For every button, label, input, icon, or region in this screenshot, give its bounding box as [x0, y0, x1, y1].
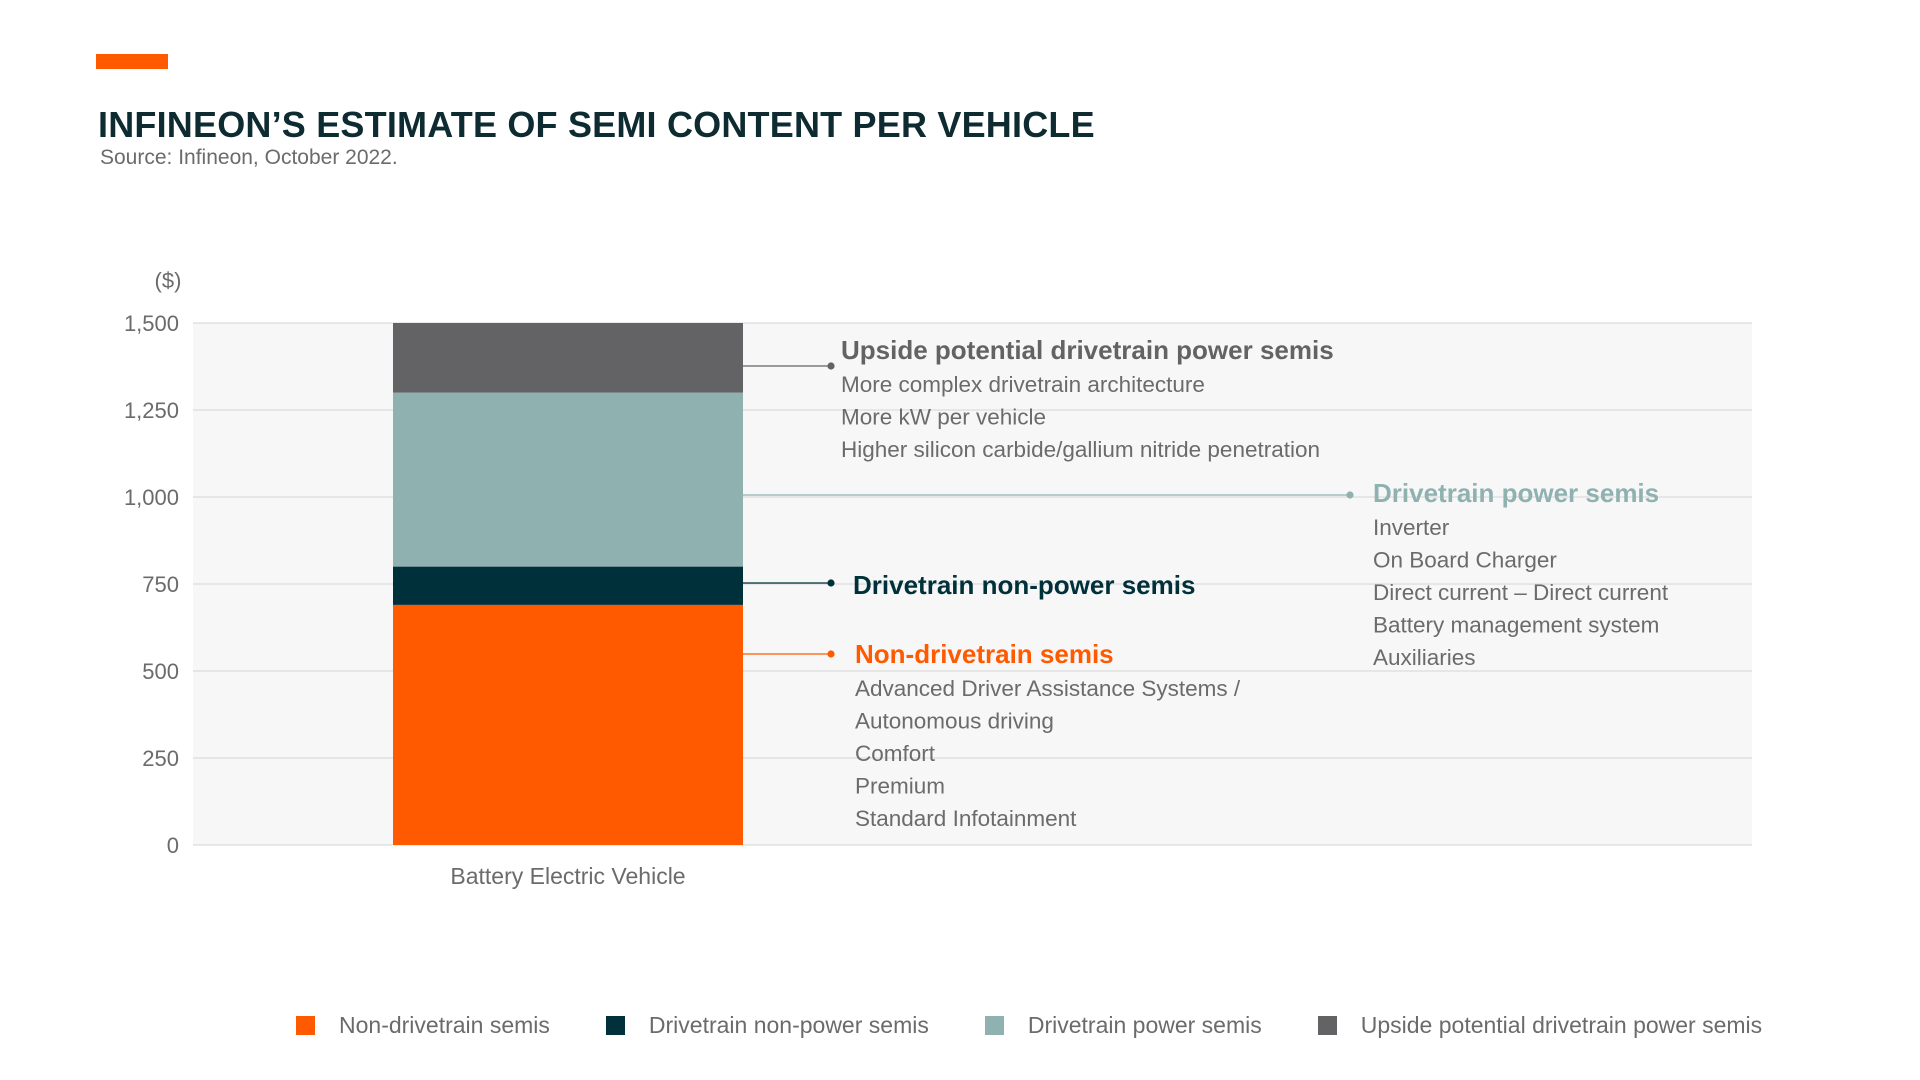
y-tick-label: 1,500 [124, 311, 179, 336]
annotation-line-non-drivetrain: Autonomous driving [855, 709, 1054, 734]
legend-label-non-drivetrain: Non-drivetrain semis [339, 1012, 550, 1038]
annotation-line-drivetrain-power: Direct current – Direct current [1373, 580, 1669, 605]
legend-label-upside-potential: Upside potential drivetrain power semis [1360, 1012, 1763, 1038]
stacked-bar-chart: 0 250 500 750 1,000 1,250 1,500 ($) Battery Elec… [124, 268, 1752, 889]
annotation-title-non-drivetrain: Non-drivetrain semis [855, 639, 1114, 669]
annotation-title-drivetrain-power: Drivetrain power semis [1373, 478, 1659, 508]
chart-source: Source: Infineon, October 2022. [100, 146, 398, 169]
bar-segment-non-drivetrain [393, 604, 743, 845]
leader-dot-drivetrain-power [1346, 491, 1354, 499]
annotation-line-drivetrain-power: Battery management system [1373, 613, 1659, 638]
legend-swatch-non-drivetrain [296, 1016, 315, 1035]
y-tick-label: 750 [142, 572, 179, 597]
y-tick-label: 500 [142, 659, 179, 684]
y-tick-label: 0 [167, 833, 179, 858]
annotation-line-upside-potential: More complex drivetrain architecture [841, 372, 1205, 397]
annotation-line-non-drivetrain: Advanced Driver Assistance Systems / [855, 676, 1241, 701]
annotation-line-non-drivetrain: Comfort [855, 741, 936, 766]
annotation-title-upside-potential: Upside potential drivetrain power semis [841, 335, 1334, 365]
y-axis-unit: ($) [155, 268, 182, 293]
x-category-label: Battery Electric Vehicle [450, 863, 685, 889]
leader-dot-drivetrain-non-power [827, 579, 835, 587]
y-tick-label: 250 [142, 746, 179, 771]
annotation-title-drivetrain-non-power: Drivetrain non-power semis [853, 570, 1195, 600]
annotation-line-drivetrain-power: Auxiliaries [1373, 645, 1476, 670]
annotation-line-non-drivetrain: Standard Infotainment [855, 806, 1077, 831]
accent-bar [96, 54, 168, 69]
legend-label-drivetrain-non-power: Drivetrain non-power semis [648, 1012, 929, 1038]
legend-item-non-drivetrain: Non-drivetrain semis [296, 1012, 550, 1039]
annotation-line-upside-potential: More kW per vehicle [841, 405, 1046, 430]
y-tick-label: 1,000 [124, 485, 179, 510]
leader-dot-upside-potential [827, 362, 835, 370]
chart-title: INFINEON’S ESTIMATE OF SEMI CONTENT PER … [98, 104, 1095, 145]
annotation-line-upside-potential: Higher silicon carbide/gallium nitride p… [841, 437, 1320, 462]
legend-label-drivetrain-power: Drivetrain power semis [1027, 1012, 1262, 1038]
annotation-line-non-drivetrain: Premium [855, 774, 945, 799]
bar-segment-upside-potential [393, 323, 743, 393]
annotation-line-drivetrain-power: Inverter [1373, 515, 1450, 540]
annotation-line-drivetrain-power: On Board Charger [1373, 548, 1557, 573]
legend-item-drivetrain-power: Drivetrain power semis [984, 1012, 1262, 1039]
bar-segment-drivetrain-power [393, 392, 743, 567]
bar-segment-drivetrain-non-power [393, 566, 743, 605]
legend-swatch-upside-potential [1317, 1016, 1337, 1035]
legend-swatch-drivetrain-non-power [605, 1016, 625, 1035]
leader-dot-non-drivetrain [827, 650, 835, 658]
legend-item-upside-potential: Upside potential drivetrain power semis [1317, 1012, 1763, 1039]
y-tick-label: 1,250 [124, 398, 179, 423]
legend-swatch-drivetrain-power [984, 1016, 1004, 1035]
legend: Non-drivetrain semis Drivetrain non-powe… [296, 1012, 1762, 1039]
legend-item-drivetrain-non-power: Drivetrain non-power semis [605, 1012, 929, 1039]
